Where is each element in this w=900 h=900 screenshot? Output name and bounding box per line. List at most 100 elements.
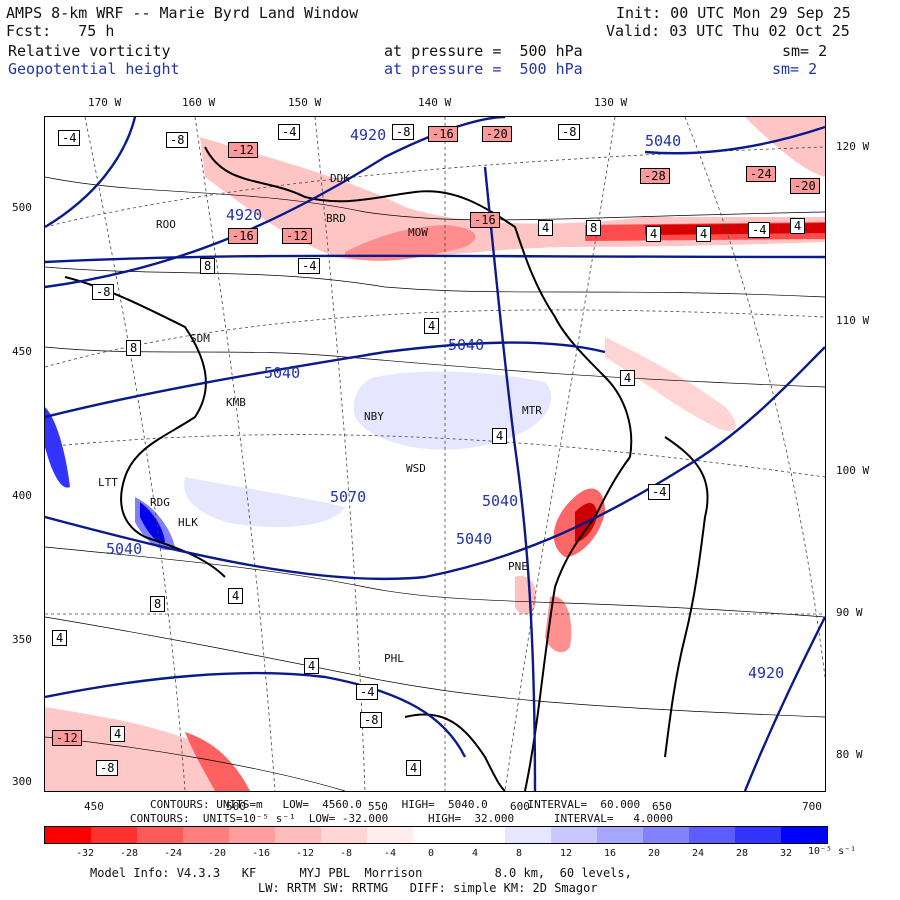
height-label: 5040 [448,336,485,354]
vorticity-label: -4 [648,484,671,500]
colorbar-tick-label: -8 [340,848,353,859]
vorticity-label: 4 [228,588,244,604]
vorticity-label: -8 [92,284,115,300]
vorticity-label: 4 [52,630,68,646]
colorbar-tick-label: -12 [296,848,315,859]
vorticity-label: 8 [200,258,216,274]
map-canvas [44,115,827,792]
forecast-hour: Fcst: 75 h [6,22,115,40]
lon-label: 150 W [288,96,322,109]
y-tick: 400 [12,489,32,502]
colorbar-units: 10⁻⁵ s⁻¹ [808,846,857,857]
height-contour-info: CONTOURS: UNITS=m LOW= 4560.0 HIGH= 5040… [150,798,641,811]
lon-label: 130 W [594,96,628,109]
vorticity-label: 4 [424,318,440,334]
coastline [64,146,709,792]
lon-label: 140 W [418,96,452,109]
vorticity-label: -4 [298,258,321,274]
station-marker: HLK [178,516,198,529]
colorbar-tick-label: -4 [384,848,397,859]
vorticity-label: -20 [790,178,820,194]
vorticity-label: 4 [304,658,320,674]
colorbar-swatch [229,827,275,843]
field2-level: at pressure = 500 hPa [384,60,583,78]
lon-label-right: 100 W [836,464,870,477]
vorticity-label: -8 [558,124,581,140]
model-info-line2: LW: RRTM SW: RRTMG DIFF: simple KM: 2D S… [258,881,598,895]
vorticity-label: 4 [646,226,662,242]
vorticity-label: 4 [538,220,554,236]
colorbar-tick-label: -28 [120,848,139,859]
lon-label-right: 90 W [836,606,863,619]
map-title: AMPS 8-km WRF -- Marie Byrd Land Window [6,4,359,22]
vorticity-label: 8 [126,340,142,356]
x-tick: 500 [226,800,246,813]
colorbar-swatch [735,827,781,843]
vorticity-label: -12 [282,228,312,244]
field2-name: Geopotential height [8,60,180,78]
station-marker: WSD [406,462,426,475]
vorticity-label: -16 [470,212,500,228]
colorbar-swatch [137,827,183,843]
x-tick: 450 [84,800,104,813]
field1-smoothing: sm= 2 [782,42,828,60]
height-label: 5040 [264,364,301,382]
colorbar-tick-label: 0 [428,848,435,859]
lon-label-right: 80 W [836,748,863,761]
lon-label: 160 W [182,96,216,109]
colorbar-swatch [275,827,321,843]
station-marker: DDK [330,172,350,185]
vorticity-label: -8 [392,124,415,140]
colorbar-tick-label: 12 [560,848,573,859]
vorticity-label: -4 [356,684,379,700]
colorbar-swatch [45,827,91,843]
vorticity-label: -4 [748,222,771,238]
x-tick: 600 [510,800,530,813]
valid-time: Valid: 03 UTC Thu 02 Oct 25 [606,22,850,40]
lon-label: 170 W [88,96,122,109]
y-tick: 450 [12,345,32,358]
vorticity-label: 4 [620,370,636,386]
vorticity-label: 4 [492,428,508,444]
colorbar-swatch [781,827,827,843]
vorticity-label: -8 [166,132,189,148]
station-marker: LTT [98,476,118,489]
vorticity-label: -4 [278,124,301,140]
colorbar-tick-label: 32 [780,848,793,859]
vorticity-label: -12 [52,730,82,746]
colorbar-swatch [551,827,597,843]
station-marker: MTR [522,404,542,417]
station-marker: ROO [156,218,176,231]
lon-label-right: 110 W [836,314,870,327]
x-tick: 550 [368,800,388,813]
colorbar-tick-label: 28 [736,848,749,859]
vorticity-label: 4 [406,760,422,776]
height-label: 5040 [645,132,682,150]
vorticity-label: 8 [150,596,166,612]
station-marker: RDG [150,496,170,509]
station-marker: NBY [364,410,384,423]
colorbar-tick-label: 8 [516,848,523,859]
height-label: 5040 [482,492,519,510]
vorticity-label: 4 [790,218,806,234]
colorbar-swatch [413,827,459,843]
height-label: 5040 [106,540,143,558]
x-tick: 650 [652,800,672,813]
lon-label-right: 120 W [836,140,870,153]
vorticity-contours [44,176,826,792]
vorticity-label: -16 [228,228,258,244]
colorbar-tick-label: -20 [208,848,227,859]
height-label: 5040 [456,530,493,548]
station-marker: KMB [226,396,246,409]
vorticity-label: 4 [110,726,126,742]
colorbar-swatch [367,827,413,843]
colorbar-swatch [183,827,229,843]
init-time: Init: 00 UTC Mon 29 Sep 25 [616,4,851,22]
colorbar-swatch [459,827,505,843]
colorbar-swatch [321,827,367,843]
height-label: 5070 [330,488,367,506]
field1-level: at pressure = 500 hPa [384,42,583,60]
colorbar-swatch [91,827,137,843]
colorbar-tick-label: -16 [252,848,271,859]
model-info-line1: Model Info: V4.3.3 KF MYJ PBL Morrison 8… [90,866,632,880]
